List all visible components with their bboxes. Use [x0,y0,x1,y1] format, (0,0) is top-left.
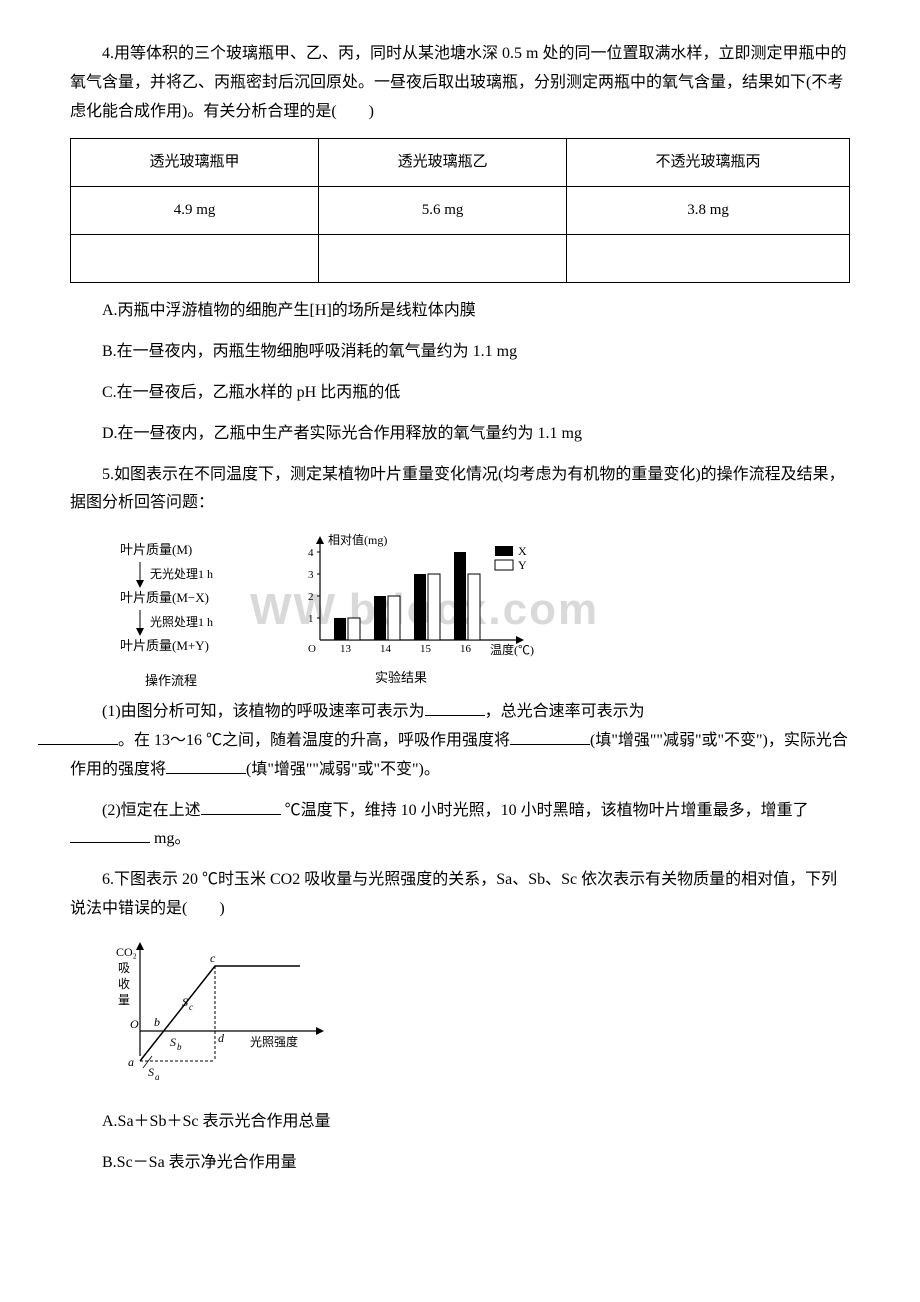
blank [510,729,590,745]
q4-option-d: D.在一昼夜内，乙瓶中生产者实际光合作用释放的氧气量约为 1.1 mg [70,420,850,449]
text: 。在 13～16 ℃之间，随着温度的升高，呼吸作用强度将 [118,732,510,749]
q6-stem: 6.下图表示 20 ℃时玉米 CO2 吸收量与光照强度的关系，Sa、Sb、Sc … [70,866,850,924]
q6-option-b: B.Sc－Sa 表示净光合作用量 [70,1149,850,1178]
point-b: b [154,1015,160,1029]
q4-stem: 4.用等体积的三个玻璃瓶甲、乙、丙，同时从某池塘水深 0.5 m 处的同一位置取… [70,40,850,126]
tick-label: 16 [460,643,472,655]
legend-swatch-y [495,560,513,570]
bar-y [428,574,440,640]
y-axis-label: 吸 [118,961,130,975]
tick-label: 2 [308,591,314,603]
bar-y [388,596,400,640]
flow-arrow-label: 光照处理1 h [150,615,213,629]
text: ，总光合速率可表示为 [485,703,645,720]
legend-label-y: Y [518,558,527,572]
x-axis-label: 光照强度 [250,1034,298,1049]
y-axis-label: 相对值(mg) [328,532,387,547]
text: (填"增强""减弱"或"不变")。 [246,761,440,778]
table-cell-empty [567,235,850,283]
q5-stem: 5.如图表示在不同温度下，测定某植物叶片重量变化情况(均考虑为有机物的重量变化)… [70,461,850,519]
q4-option-a: A.丙瓶中浮游植物的细胞产生[H]的场所是线粒体内膜 [70,297,850,326]
y-ticks: 1 2 3 4 [308,547,320,625]
chart-caption: 实验结果 [375,670,427,685]
flow-arrow-head [136,580,144,588]
tick-label: 13 [340,643,352,655]
blank [201,799,281,815]
y-axis-label: CO₂ [116,945,137,959]
legend-swatch-x [495,546,513,556]
flow-arrow-label: 无光处理1 h [150,567,213,581]
bar-x [334,618,346,640]
tick-label: 14 [380,643,392,655]
x-axis-label: 温度(℃) [490,642,534,657]
flow-label: 叶片质量(M+Y) [120,638,209,653]
blank [166,758,246,774]
table-row [71,235,850,283]
tick-label: 15 [420,643,432,655]
text: mg。 [150,830,190,847]
tick-label: 1 [308,613,314,625]
blank [70,827,150,843]
flow-arrow-head [136,628,144,636]
flow-caption: 操作流程 [145,673,197,688]
q5-figure: WW.bdocx.com 叶片质量(M) 无光处理1 h 叶片质量(M−X) 光… [110,530,850,690]
table-cell: 4.9 mg [71,187,319,235]
table-cell-empty [319,235,567,283]
q5-sub2: (2)恒定在上述 ℃温度下，维持 10 小时光照，10 小时黑暗，该植物叶片增重… [70,797,850,855]
blank [38,729,118,745]
y-axis-arrow [136,942,144,950]
y-axis-label: 量 [118,993,130,1007]
point-a: a [128,1055,134,1069]
q4-option-b: B.在一昼夜内，丙瓶生物细胞呼吸消耗的氧气量约为 1.1 mg [70,338,850,367]
table-row: 透光玻璃瓶甲 透光玻璃瓶乙 不透光玻璃瓶丙 [71,139,850,187]
flow-label: 叶片质量(M) [120,542,192,557]
table-header: 透光玻璃瓶甲 [71,139,319,187]
region-sb-sub: b [177,1042,182,1052]
region-sa: S [148,1065,154,1079]
y-axis-label: 收 [118,977,130,991]
q6-line-chart: CO₂ 吸 收 量 a O b c d S c S b S a 光照强度 [110,936,340,1096]
q6-option-a: A.Sa＋Sb＋Sc 表示光合作用总量 [70,1108,850,1137]
region-sb: S [170,1035,176,1049]
bar-x [374,596,386,640]
legend-label-x: X [518,544,527,558]
origin-label: O [308,643,316,655]
blank [425,700,485,716]
bar-y [348,618,360,640]
table-cell-empty [71,235,319,283]
bar-x [454,552,466,640]
flow-label: 叶片质量(M−X) [120,590,209,605]
region-sa-sub: a [155,1072,160,1082]
y-axis-arrow [316,536,324,544]
point-d: d [218,1031,225,1045]
q5-sub1: (1)由图分析可知，该植物的呼吸速率可表示为 ，总光合速率可表示为 。在 13～1… [70,698,850,784]
text: ℃温度下，维持 10 小时光照，10 小时黑暗，该植物叶片增重最多，增重了 [281,802,809,819]
text: (1)由图分析可知，该植物的呼吸速率可表示为 [102,703,425,720]
table-cell: 5.6 mg [319,187,567,235]
table-cell: 3.8 mg [567,187,850,235]
q4-option-c: C.在一昼夜后，乙瓶水样的 pH 比丙瓶的低 [70,379,850,408]
q5-flow-diagram: 叶片质量(M) 无光处理1 h 叶片质量(M−X) 光照处理1 h 叶片质量(M… [110,540,260,690]
bar-x [414,574,426,640]
x-axis-arrow [316,1027,324,1035]
origin-label: O [130,1017,139,1031]
table-header: 不透光玻璃瓶丙 [567,139,850,187]
tick-label: 4 [308,547,314,559]
bar-y [468,574,480,640]
region-sc-sub: c [189,1002,193,1012]
text: (2)恒定在上述 [102,802,201,819]
table-row: 4.9 mg 5.6 mg 3.8 mg [71,187,850,235]
tick-label: 3 [308,569,314,581]
region-sc: S [182,995,188,1009]
q5-bar-chart: 相对值(mg) 1 2 3 4 O 13 14 15 16 温度(℃) [290,530,550,690]
point-c: c [210,951,216,965]
q4-table: 透光玻璃瓶甲 透光玻璃瓶乙 不透光玻璃瓶丙 4.9 mg 5.6 mg 3.8 … [70,138,850,283]
q6-figure: CO₂ 吸 收 量 a O b c d S c S b S a 光照强度 [110,936,850,1096]
table-header: 透光玻璃瓶乙 [319,139,567,187]
